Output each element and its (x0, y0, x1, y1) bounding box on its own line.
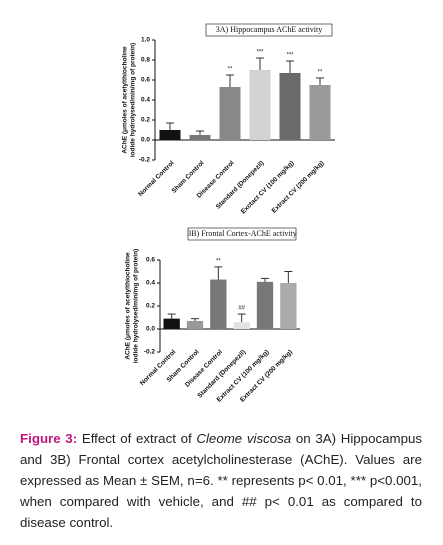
chart-title: 3A) Hippocampus AChE activity (216, 25, 322, 34)
bar (189, 135, 211, 140)
caption-label: Figure 3: (20, 431, 78, 446)
y-tick-label: 0.4 (146, 280, 155, 287)
y-tick-label: 0.8 (141, 57, 150, 64)
significance-label: ** (216, 258, 221, 264)
y-axis-label: iodide hydrolysed/min/mg of protein) (133, 249, 140, 363)
significance-label: *** (286, 53, 294, 59)
x-tick-label: Extract CV (200 mg/kg) (271, 160, 326, 215)
bar (309, 85, 331, 140)
bar (279, 73, 301, 140)
bar (186, 320, 204, 329)
y-tick-label: 0.0 (146, 326, 155, 333)
y-axis-label: iodide hydrolysed/min/mg of protein) (130, 43, 137, 157)
caption-text: on 3A) Hippocampus and 3B) Frontal corte… (20, 431, 423, 530)
significance-label: ** (318, 70, 323, 76)
caption: Figure 3: Effect of extract of Cleome vi… (20, 428, 422, 533)
bar (249, 70, 271, 140)
figure: 3A) Hippocampus AChE activity AChE (μmole… (122, 23, 335, 404)
bar (256, 281, 274, 329)
bar (233, 322, 250, 329)
chart-title: 3B) Frontal Cortex-AChE activity (187, 229, 297, 238)
y-tick-label: -0.2 (144, 349, 156, 356)
y-tick-label: 0.6 (141, 77, 150, 84)
title-box (187, 227, 297, 241)
y-tick-label: 0.2 (141, 117, 150, 124)
title-box (205, 23, 333, 37)
y-tick-label: 0.4 (141, 97, 150, 104)
y-tick-label: 0.0 (141, 137, 150, 144)
x-tick-label: Exctact CV (100 mg/kg) (240, 160, 296, 216)
bar (210, 279, 227, 329)
caption-text: Effect of extract of (81, 431, 192, 446)
significance-label: ** (228, 67, 233, 73)
y-tick-label: -0.2 (139, 157, 151, 164)
species: Cleome viscosa (196, 431, 292, 446)
y-tick-label: 1.0 (141, 37, 150, 44)
y-axis-label: AChE (μmoles of acetylthiocholine (122, 46, 129, 154)
bar (219, 87, 241, 140)
bar (280, 283, 297, 329)
y-tick-label: 0.6 (146, 257, 155, 264)
x-tick-label: Normal Control (137, 160, 176, 199)
y-axis-label: AChE (μmoles of acetylthiocholine (125, 252, 132, 360)
bar (159, 130, 181, 140)
y-tick-label: 0.2 (146, 303, 155, 310)
significance-label: *** (256, 50, 264, 56)
significance-label: ## (238, 306, 245, 312)
bar (163, 318, 180, 329)
